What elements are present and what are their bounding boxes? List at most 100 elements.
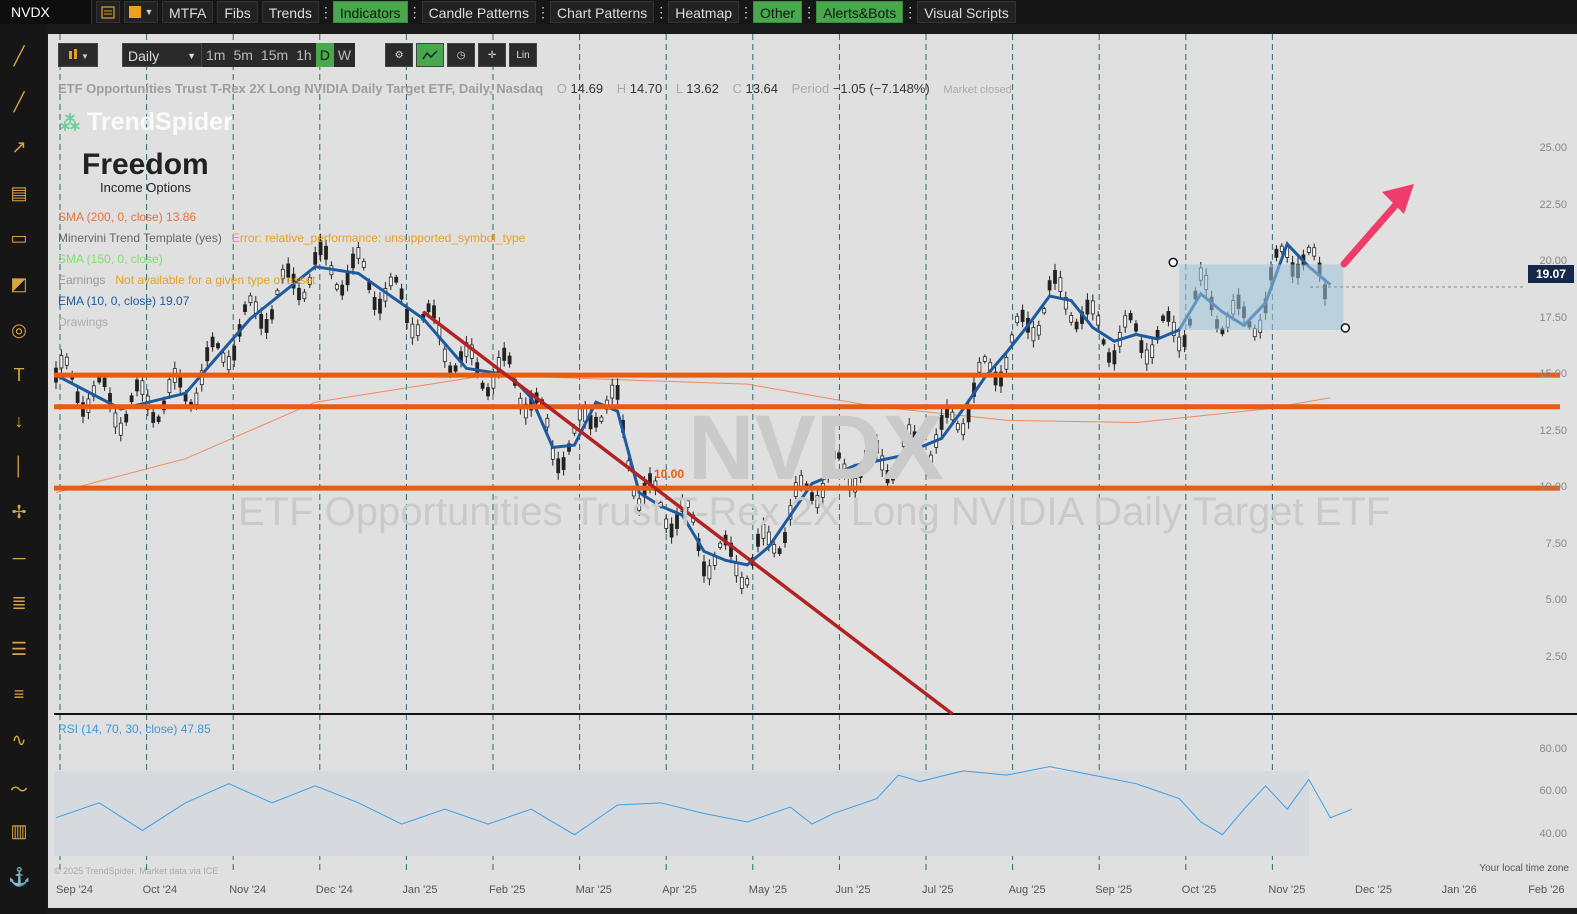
candle-body — [675, 514, 679, 529]
time-tick-label: May '25 — [748, 884, 787, 896]
time-tick-label: Sep '24 — [56, 884, 93, 896]
toolbar-indicators-button[interactable]: Indicators — [332, 1, 408, 23]
toolbar-trends-button[interactable]: Trends — [261, 1, 319, 23]
candle-body — [1020, 309, 1025, 322]
indicator-legend-item[interactable]: SMA (200, 0, close) 13.86 — [58, 210, 196, 224]
clock-icon[interactable]: ◷ — [447, 43, 476, 67]
candle-body — [442, 348, 447, 363]
more-options-icon[interactable]: ⋮ — [739, 4, 754, 20]
symbol-input[interactable]: NVDX — [0, 0, 92, 24]
more-options-icon[interactable]: ⋮ — [802, 4, 817, 20]
indicator-name: Minervini Trend Template (yes) — [58, 231, 222, 245]
levels-icon[interactable]: ≡ — [13, 684, 25, 705]
price-tick-label: 15.00 — [1539, 368, 1567, 381]
rectangle-icon[interactable]: ▭ — [10, 228, 28, 249]
wave-icon[interactable]: 〜 — [10, 779, 28, 800]
toolbar-other-button[interactable]: Other — [753, 1, 803, 23]
horizontal-line-icon[interactable]: ─ — [12, 547, 26, 568]
trendline-icon[interactable]: ╱ — [13, 46, 25, 66]
candle-body — [950, 411, 955, 421]
more-options-icon[interactable]: ⋮ — [903, 4, 918, 20]
fill-box-icon[interactable]: ◩ — [10, 274, 28, 294]
chart-canvas[interactable] — [48, 34, 1577, 908]
timeframe-1m[interactable]: 1m — [202, 43, 230, 67]
candle-body — [264, 319, 269, 333]
chart-area[interactable]: ▼ Daily ▼ 1m 5m 15m 1h D W ⚙ ◷ ✛ Lin ETF Oppor… — [48, 34, 1577, 908]
candle-body — [415, 324, 420, 337]
fib-retracement-icon[interactable]: ≣ — [11, 593, 27, 614]
box-handle — [1340, 323, 1351, 333]
time-tick-label: Jun '25 — [835, 884, 871, 896]
ray-icon[interactable]: ╱ — [13, 91, 25, 112]
candle-body — [432, 305, 436, 319]
svg-text:▼: ▼ — [81, 52, 89, 61]
color-picker-icon[interactable]: ▼ — [124, 1, 158, 23]
toolbar-mtfa-button[interactable]: MTFA — [162, 1, 214, 23]
candle-body — [1306, 246, 1311, 253]
scale-toggle[interactable]: Lin — [509, 43, 538, 67]
low-label: L — [675, 81, 683, 96]
indicator-toggle-icon[interactable] — [416, 43, 445, 67]
toolbar-fibs-button[interactable]: Fibs — [217, 1, 258, 23]
indicator-legend-item[interactable]: Earnings Not available for a given type o… — [58, 273, 316, 287]
volume-profile-icon[interactable]: ▥ — [10, 821, 28, 842]
circle-icon[interactable]: ◎ — [11, 319, 27, 340]
indicator-legend-item[interactable]: SMA (150, 0, close) — [58, 252, 163, 266]
timezone-note: Your local time zone — [1479, 863, 1569, 874]
candle-body — [405, 308, 409, 324]
candle-body — [1171, 321, 1176, 336]
candle-body — [1274, 248, 1279, 258]
toolbar-heatmap-button[interactable]: Heatmap — [668, 1, 740, 23]
more-options-icon[interactable]: ⋮ — [535, 4, 550, 20]
time-tick-label: Oct '25 — [1181, 884, 1217, 896]
anchor-line-icon[interactable]: ✢ — [11, 502, 27, 522]
candle-body — [831, 450, 836, 460]
freedom-wordmark: Freedom — [82, 148, 209, 181]
candle-body — [858, 466, 863, 479]
time-tick-label: Mar '25 — [575, 884, 612, 896]
spider-icon: ⁂ — [60, 113, 80, 135]
candle-body — [496, 357, 501, 372]
more-options-icon[interactable]: ⋮ — [407, 4, 422, 20]
gann-fan-icon[interactable]: ☰ — [10, 638, 28, 659]
timeframe-1h[interactable]: 1h — [292, 43, 316, 67]
vertical-line-icon[interactable]: │ — [13, 456, 25, 477]
timeframe-d[interactable]: D — [315, 43, 334, 67]
candle-body — [1182, 335, 1187, 347]
freedom-subtitle: Income Options — [100, 180, 192, 195]
candle-type-icon[interactable]: ▼ — [58, 43, 98, 67]
timeframe-15m[interactable]: 15m — [256, 43, 293, 67]
timeframe-5m[interactable]: 5m — [229, 43, 257, 67]
interval-select[interactable]: Daily ▼ — [122, 43, 202, 67]
toolbar-visual-scripts-button[interactable]: Visual Scripts — [917, 1, 1016, 23]
timeframe-w[interactable]: W — [333, 43, 356, 67]
anchor-icon[interactable]: ⚓ — [8, 866, 31, 887]
low-value: 13.62 — [686, 81, 719, 96]
candle-body — [669, 523, 674, 538]
indicator-legend-item[interactable]: Drawings — [58, 315, 108, 329]
time-tick-label: Nov '24 — [229, 884, 267, 896]
more-options-icon[interactable]: ⋮ — [318, 4, 333, 20]
candle-body — [502, 347, 507, 361]
indicator-legend-item[interactable]: Minervini Trend Template (yes) Error: rel… — [58, 231, 525, 245]
candle-body — [718, 542, 723, 548]
candle-body — [1047, 280, 1052, 291]
toolbar-alerts-bots-button[interactable]: Alerts&Bots — [816, 1, 904, 23]
watchlist-icon[interactable] — [96, 1, 120, 23]
down-arrow-icon[interactable]: ↓ — [14, 410, 24, 431]
arrow-line-icon[interactable]: ↗ — [11, 137, 27, 158]
drawing-tools-sidebar: ╱ ╱ ↗ ▤ ▭ ◩ ◎ T ↓ │ ✢ ─ ≣ ☰ ≡ ∿ 〜 ▥ ⚓ — [0, 24, 46, 914]
toolbar-candle-patterns-button[interactable]: Candle Patterns — [421, 1, 536, 23]
polyline-icon[interactable]: ∿ — [11, 730, 27, 750]
crosshair-icon[interactable]: ✛ — [478, 43, 507, 67]
channel-icon[interactable]: ▤ — [10, 182, 28, 203]
candle-body — [772, 543, 777, 554]
candle-body — [480, 382, 485, 389]
toolbar-chart-patterns-button[interactable]: Chart Patterns — [549, 1, 655, 23]
text-icon[interactable]: T — [13, 365, 25, 386]
candle-body — [248, 295, 253, 304]
settings-gear-icon[interactable]: ⚙ — [385, 43, 414, 67]
candle-body — [561, 457, 566, 470]
indicator-legend-item[interactable]: EMA (10, 0, close) 19.07 — [58, 294, 189, 308]
more-options-icon[interactable]: ⋮ — [654, 4, 669, 20]
